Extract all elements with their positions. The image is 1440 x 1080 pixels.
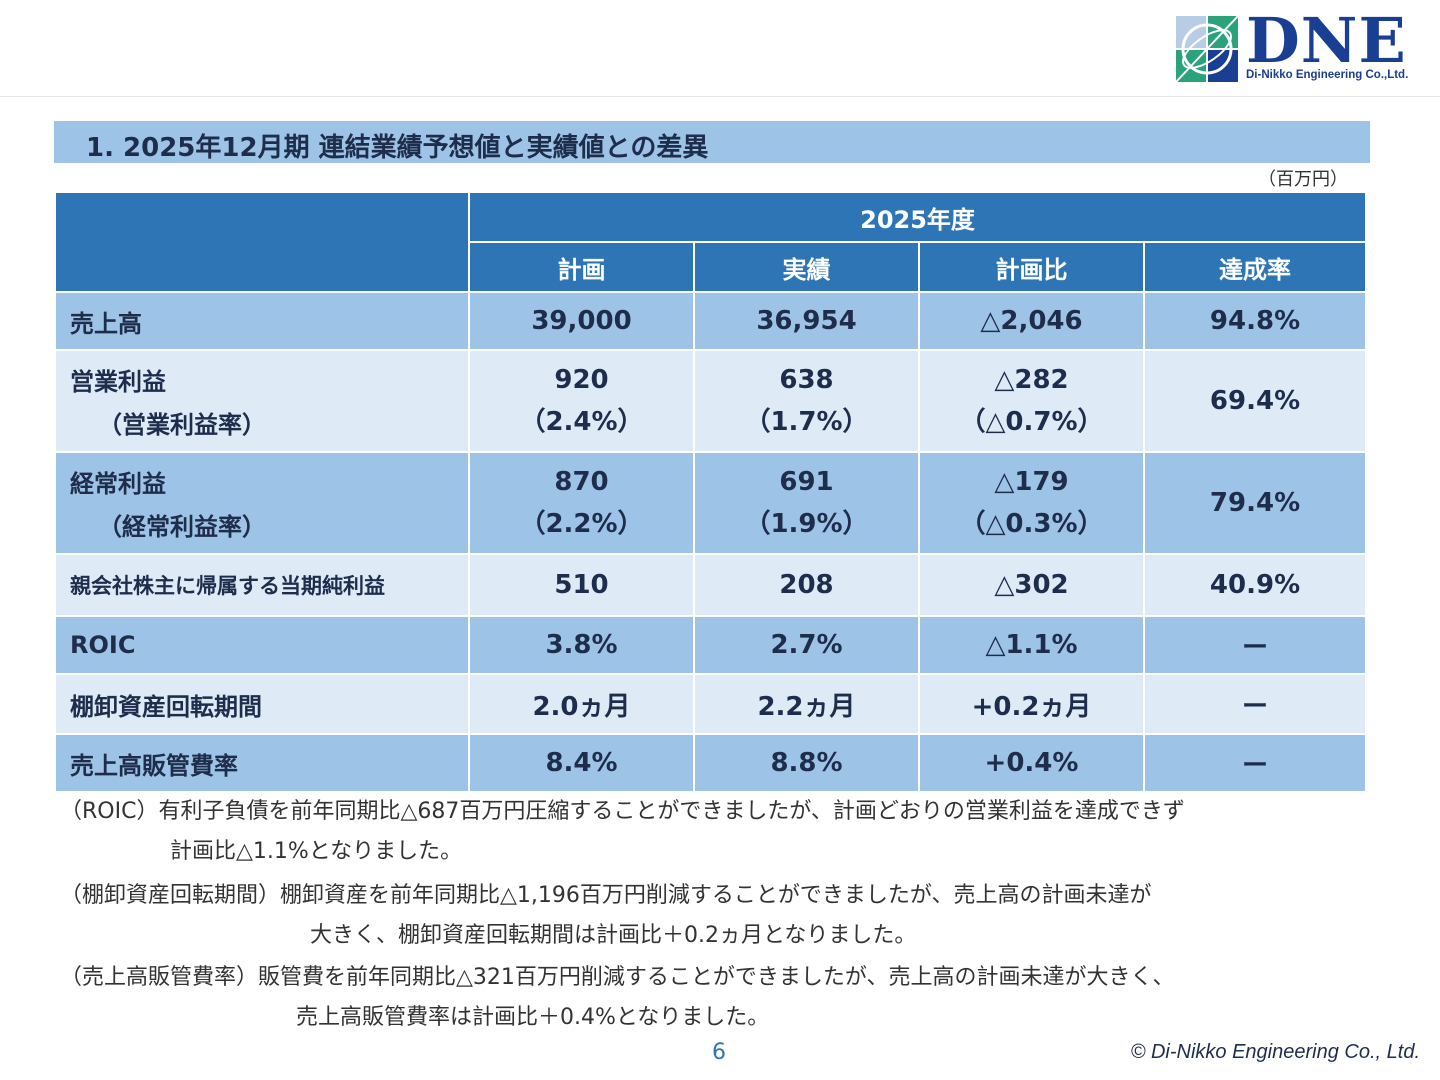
table-cell: 510 <box>468 553 695 617</box>
note-sga: （売上高販管費率）販管費を前年同期比△321百万円削減することができましたが、売… <box>60 958 1400 1038</box>
logo-tagline: Di-Nikko Engineering Co.,Ltd. <box>1246 69 1409 81</box>
table-row: ROIC 3.8% 2.7% △1.1% ー <box>54 615 1368 675</box>
table-row: 経常利益 （経常利益率） 870 （2.2%） 691 （1.9%） △179 … <box>54 451 1368 555</box>
table-cell: +0.2ヵ月 <box>918 673 1145 735</box>
section-title-bar: 1. 2025年12月期 連結業績予想値と実績値との差異 <box>54 121 1370 163</box>
cell-subvalue: （1.9%） <box>744 508 869 539</box>
table-cell: 94.8% <box>1142 291 1368 351</box>
note-inventory: （棚卸資産回転期間）棚卸資産を前年同期比△1,196百万円削減することができまし… <box>60 876 1400 956</box>
page-number: 6 <box>712 1040 726 1065</box>
results-table: 2025年度 計画 実績 計画比 達成率 売上高 39,000 36,954 △… <box>54 191 1368 793</box>
cell-subvalue: （1.7%） <box>744 406 869 437</box>
note-line: （売上高販管費率）販管費を前年同期比△321百万円削減することができましたが、売… <box>60 965 1175 990</box>
row-label: 経常利益 <box>70 470 166 498</box>
note-line: （ROIC）有利子負債を前年同期比△687百万円圧縮することができましたが、計画… <box>60 799 1185 824</box>
column-header: 計画比 <box>918 241 1145 293</box>
table-corner-header <box>54 191 470 293</box>
row-label: 売上高販管費率 <box>54 733 470 793</box>
table-cell: 36,954 <box>693 291 920 351</box>
note-roic: （ROIC）有利子負債を前年同期比△687百万円圧縮することができましたが、計画… <box>60 792 1400 872</box>
table-cell: 8.8% <box>693 733 920 793</box>
cell-value: △179 <box>994 466 1069 497</box>
company-logo: DNE Di-Nikko Engineering Co.,Ltd. <box>1174 8 1419 86</box>
table-cell: 79.4% <box>1142 451 1368 555</box>
row-label: 売上高 <box>54 291 470 351</box>
cell-value: 691 <box>779 466 834 497</box>
table-cell: ー <box>1142 615 1368 675</box>
column-header: 達成率 <box>1142 241 1368 293</box>
cell-subvalue: （2.4%） <box>519 406 644 437</box>
row-label: 棚卸資産回転期間 <box>54 673 470 735</box>
table-cell: 870 （2.2%） <box>468 451 695 555</box>
table-row: 売上高販管費率 8.4% 8.8% +0.4% ー <box>54 733 1368 793</box>
row-label: 親会社株主に帰属する当期純利益 <box>54 553 470 617</box>
table-cell: +0.4% <box>918 733 1145 793</box>
cell-value: 870 <box>554 466 609 497</box>
table-cell: 2.7% <box>693 615 920 675</box>
table-row: 親会社株主に帰属する当期純利益 510 208 △302 40.9% <box>54 553 1368 617</box>
header-divider <box>0 96 1440 97</box>
row-label-cell: 経常利益 （経常利益率） <box>54 451 470 555</box>
year-header: 2025年度 <box>467 191 1368 243</box>
cell-value: 920 <box>554 364 609 395</box>
table-cell: 208 <box>693 553 920 617</box>
column-header: 計画 <box>468 241 695 293</box>
logo-brand: DNE <box>1246 4 1407 77</box>
table-cell: 638 （1.7%） <box>693 349 920 453</box>
cell-subvalue: （△0.3%） <box>959 508 1104 539</box>
note-line: （棚卸資産回転期間）棚卸資産を前年同期比△1,196百万円削減することができまし… <box>60 883 1152 908</box>
table-cell: 8.4% <box>468 733 695 793</box>
column-header: 実績 <box>693 241 920 293</box>
table-cell: 691 （1.9%） <box>693 451 920 555</box>
unit-label: （百万円） <box>1258 169 1348 190</box>
cell-subvalue: （△0.7%） <box>959 406 1104 437</box>
table-cell: △1.1% <box>918 615 1145 675</box>
copyright: © Di-Nikko Engineering Co., Ltd. <box>1130 1041 1420 1063</box>
section-title: 1. 2025年12月期 連結業績予想値と実績値との差異 <box>86 133 709 163</box>
row-sublabel: （営業利益率） <box>98 411 266 439</box>
cell-value: △282 <box>994 364 1069 395</box>
table-cell: 40.9% <box>1142 553 1368 617</box>
logo-mark-icon <box>1174 14 1240 84</box>
row-sublabel: （経常利益率） <box>98 513 266 541</box>
table-cell: 2.2ヵ月 <box>693 673 920 735</box>
note-line: 大きく、棚卸資産回転期間は計画比＋0.2ヵ月となりました。 <box>310 923 917 948</box>
table-row: 売上高 39,000 36,954 △2,046 94.8% <box>54 291 1368 351</box>
row-label-cell: 営業利益 （営業利益率） <box>54 349 470 453</box>
row-label: 営業利益 <box>70 368 166 396</box>
table-cell: 39,000 <box>468 291 695 351</box>
table-cell: △282 （△0.7%） <box>918 349 1145 453</box>
cell-subvalue: （2.2%） <box>519 508 644 539</box>
table-cell: 69.4% <box>1142 349 1368 453</box>
note-line: 売上高販管費率は計画比＋0.4%となりました。 <box>296 1005 770 1030</box>
note-line: 計画比△1.1%となりました。 <box>170 839 463 864</box>
table-cell: ー <box>1142 673 1368 735</box>
cell-value: 638 <box>779 364 834 395</box>
table-cell: 2.0ヵ月 <box>468 673 695 735</box>
table-cell: △179 （△0.3%） <box>918 451 1145 555</box>
row-label: ROIC <box>54 615 470 675</box>
table-cell: △2,046 <box>918 291 1145 351</box>
table-row: 棚卸資産回転期間 2.0ヵ月 2.2ヵ月 +0.2ヵ月 ー <box>54 673 1368 735</box>
table-cell: 920 （2.4%） <box>468 349 695 453</box>
table-cell: 3.8% <box>468 615 695 675</box>
table-row: 営業利益 （営業利益率） 920 （2.4%） 638 （1.7%） △282 … <box>54 349 1368 453</box>
table-cell: △302 <box>918 553 1145 617</box>
table-cell: ー <box>1142 733 1368 793</box>
notes-section: （ROIC）有利子負債を前年同期比△687百万円圧縮することができましたが、計画… <box>60 792 1400 1038</box>
